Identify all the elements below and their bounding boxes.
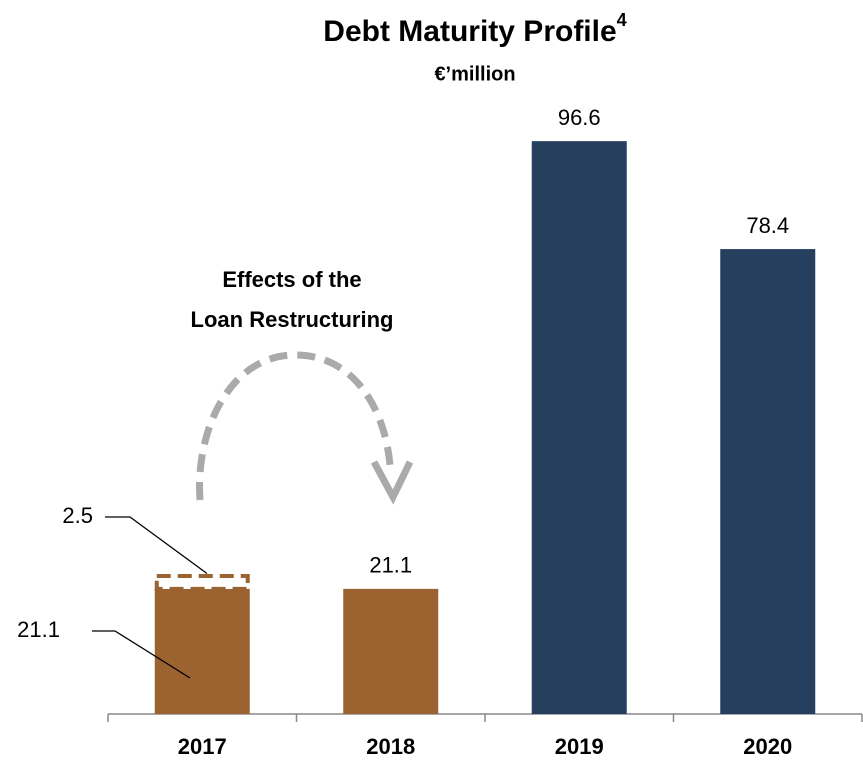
value-label: 78.4 bbox=[746, 213, 789, 238]
arrow-head bbox=[370, 460, 414, 505]
title-text: Debt Maturity Profile bbox=[323, 15, 616, 48]
annotation-line: Effects of the bbox=[222, 267, 361, 292]
bar bbox=[720, 249, 816, 714]
title-superscript: 4 bbox=[617, 10, 627, 30]
value-label: 96.6 bbox=[558, 105, 601, 130]
chart-title: Debt Maturity Profile4 bbox=[323, 10, 626, 48]
bar bbox=[343, 588, 439, 714]
x-tick-label: 2019 bbox=[555, 734, 604, 759]
x-tick-label: 2020 bbox=[743, 734, 792, 759]
value-label: 21.1 bbox=[369, 553, 412, 578]
leader-line bbox=[92, 630, 191, 679]
restructuring-arrow bbox=[196, 351, 394, 501]
leader-line bbox=[105, 516, 208, 574]
bar bbox=[154, 588, 250, 714]
annotation-line: Loan Restructuring bbox=[191, 307, 394, 332]
value-label: 2.5 bbox=[62, 503, 93, 528]
x-tick-label: 2018 bbox=[366, 734, 415, 759]
chart-subtitle: €’million bbox=[434, 63, 515, 85]
bar bbox=[531, 141, 627, 715]
restructured-segment bbox=[154, 574, 250, 591]
x-tick-label: 2017 bbox=[178, 734, 227, 759]
value-label: 21.1 bbox=[17, 617, 60, 642]
